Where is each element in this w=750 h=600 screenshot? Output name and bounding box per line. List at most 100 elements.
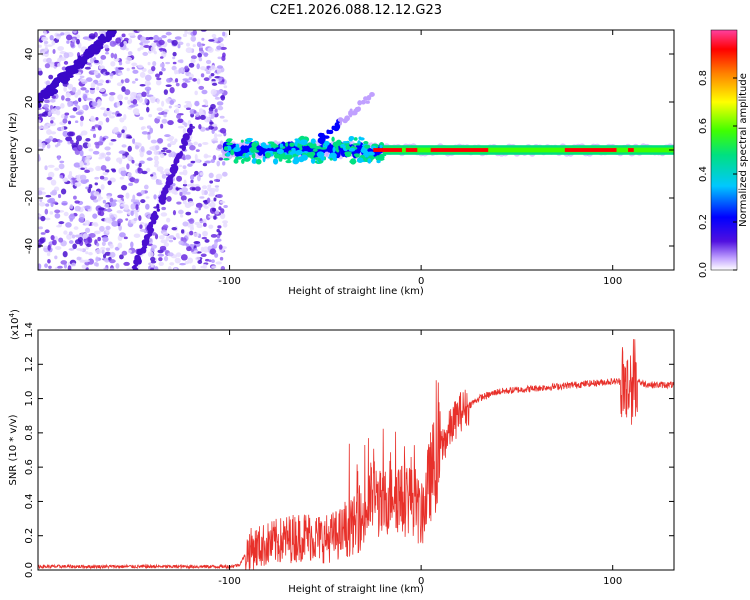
spectrogram-noise-cell <box>209 180 214 184</box>
spectrogram-track-blob <box>335 145 339 152</box>
spectrogram-noise-streak <box>105 33 111 37</box>
spectrogram-noise-cell <box>120 169 127 177</box>
spectrogram-noise-cell <box>131 66 136 70</box>
spectrogram-noise-cell <box>183 104 189 109</box>
spectrogram-noise-cell <box>192 78 197 82</box>
spectrogram-noise-cell <box>219 46 227 51</box>
spectrogram-noise-cell <box>73 162 81 168</box>
spectrogram-noise-cell <box>66 40 70 44</box>
spectrogram-track-blob <box>223 146 228 151</box>
spectrogram-noise-cell <box>188 77 193 81</box>
spectrogram-noise-cell <box>201 89 208 95</box>
spectrogram-noise-cell <box>160 212 168 217</box>
spectrogram-noise-cell <box>124 96 129 100</box>
spectrogram-noise-cell <box>217 134 223 137</box>
spectrogram-noise-cell <box>209 189 215 195</box>
spectrogram-noise-cell <box>182 183 188 187</box>
spectrogram-noise-cell <box>50 116 56 121</box>
spectrogram-noise-cell <box>68 248 75 251</box>
spectrogram-noise-cell <box>213 197 217 202</box>
spectrogram-noise-cell <box>127 51 133 56</box>
spectrogram-track-peak <box>564 148 617 152</box>
spectrogram-noise-cell <box>222 171 228 177</box>
spectrogram-noise-cell <box>82 233 88 239</box>
spectrogram-noise-cell <box>152 60 157 67</box>
spectrogram-noise-cell <box>200 73 205 78</box>
colorbar-ticks: 0.0 0.2 0.4 0.6 0.8 <box>698 70 737 278</box>
spectrogram-noise-cell <box>190 179 194 184</box>
spectrogram-noise-streak <box>63 74 68 78</box>
spectrogram-noise-cell <box>98 120 104 126</box>
spectrogram-noise-cell <box>57 46 65 51</box>
spectrogram-noise-cell <box>100 107 106 110</box>
spectrogram-noise-streak <box>136 255 141 263</box>
spectrogram-track-blob <box>353 137 358 141</box>
spectrogram-noise-cell <box>204 160 211 164</box>
spectrogram-noise-cell <box>114 246 120 251</box>
spectrogram-noise-cell <box>49 34 54 41</box>
spectrogram-noise-cell <box>58 163 65 170</box>
spectrogram-noise-cell <box>189 174 195 181</box>
spectrogram-noise-cell <box>70 139 74 145</box>
spectrogram-noise-cell <box>139 151 144 158</box>
spectrogram-noise-cell <box>116 210 122 214</box>
spectrogram-noise-cell <box>83 162 87 166</box>
spectrogram-noise-streak <box>179 150 183 157</box>
spectrogram-noise-cell <box>127 154 132 161</box>
spectrogram-noise-cell <box>87 38 93 41</box>
spectrogram-noise-cell <box>121 144 127 148</box>
spectrogram-noise-cell <box>169 99 175 105</box>
spectrogram-noise-cell <box>162 147 168 150</box>
spectrogram-noise-cell <box>177 118 184 123</box>
spectrogram-track-blob <box>260 142 267 148</box>
spectrogram-noise-cell <box>217 56 222 60</box>
spectrogram-track-blob <box>251 141 258 149</box>
spectrogram-noise-cell <box>158 257 163 262</box>
spectrogram-noise-cell <box>99 225 105 232</box>
spectrogram-noise-cell <box>174 36 182 40</box>
spectrogram-noise-cell <box>38 187 45 191</box>
colorbar-label: Normalized spectral amplitude <box>738 73 749 227</box>
spectrogram-noise-cell <box>153 194 157 200</box>
spectrogram-noise-cell <box>44 229 50 234</box>
spectrogram-noise-cell <box>174 104 181 108</box>
spectrogram-noise-cell <box>163 114 167 118</box>
spectrogram-noise-cell <box>98 65 104 70</box>
spectrogram-noise-cell <box>209 248 217 255</box>
spectrogram-noise-cell <box>108 115 115 119</box>
spectrogram-track-blob <box>233 146 241 152</box>
spectrogram-noise-cell <box>85 77 93 82</box>
spectrogram-noise-cell <box>144 86 152 92</box>
spectrogram-noise-cell <box>39 237 45 244</box>
spectrogram-noise-cell <box>113 199 117 203</box>
spectrogram-noise-cell <box>106 107 110 112</box>
spectrogram-noise-cell <box>161 100 165 107</box>
spectrogram-noise-cell <box>166 78 172 83</box>
spectrogram-noise-cell <box>90 117 96 123</box>
spectrogram-noise-streak <box>188 129 192 136</box>
spectrogram-noise-cell <box>219 127 227 134</box>
spectrogram-noise-cell <box>39 48 46 54</box>
spectrogram-noise-cell <box>103 44 109 49</box>
spectrogram-noise-cell <box>205 59 212 65</box>
spectrogram-noise-cell <box>208 75 212 79</box>
spectrogram-noise-cell <box>161 206 167 211</box>
spectrogram-noise-cell <box>202 263 208 269</box>
spectrogram-noise-cell <box>121 155 126 160</box>
spectrogram-noise-cell <box>126 267 134 270</box>
spectrogram-noise-streak <box>156 208 161 212</box>
spectrogram-noise-cell <box>107 180 112 186</box>
spectrogram-track-blob <box>367 158 372 164</box>
spectrogram-noise-cell <box>39 197 43 203</box>
spectrogram-noise-cell <box>150 260 157 264</box>
snr-y-tick-label: 1.4 <box>24 322 35 338</box>
spectrogram-track-blob <box>332 156 338 162</box>
spectrogram-noise-cell <box>71 262 76 267</box>
spectrogram-noise-cell <box>157 116 161 120</box>
spectrogram-noise-cell <box>44 208 49 215</box>
snr-y-tick-label: 0.8 <box>24 425 35 441</box>
spectrogram-noise-cell <box>174 108 180 114</box>
spectrogram-noise-cell <box>182 199 187 205</box>
spectrogram-noise-cell <box>100 164 107 171</box>
spectrogram-noise-cell <box>116 199 123 203</box>
